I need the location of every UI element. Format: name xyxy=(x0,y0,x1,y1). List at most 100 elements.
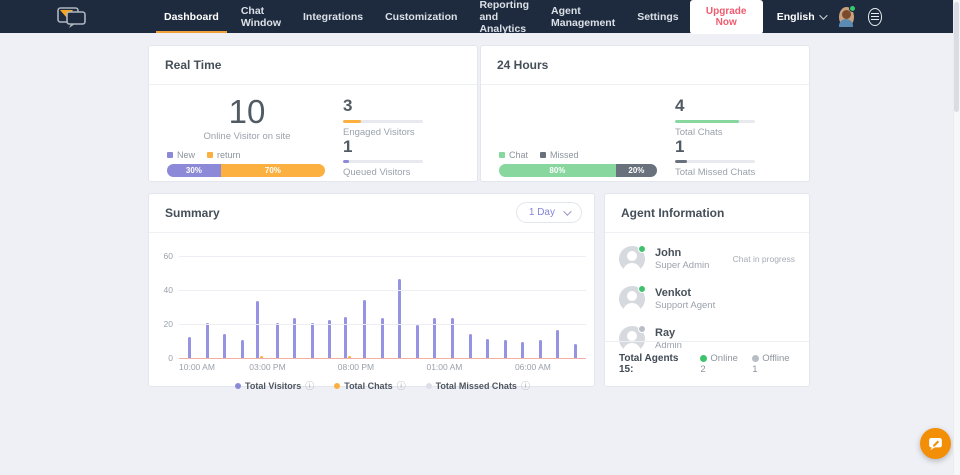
agent-row: Venkot Support Agent xyxy=(619,279,795,319)
y-axis-tick: 0 xyxy=(168,353,173,363)
summary-title: Summary xyxy=(165,206,220,220)
summary-chart: 60 40 20 0 10:00 AM 03:00 PM 08:00 PM 01:00 AM… xyxy=(164,247,586,391)
avatar-person-icon xyxy=(627,331,637,341)
visitors-bar xyxy=(415,325,419,359)
main-navigation: Dashboard Chat Window Integrations Customiz… xyxy=(153,0,690,35)
stat-label: Engaged Visitors xyxy=(343,126,415,138)
agent-name: Ray xyxy=(655,327,676,339)
offline-count: Offline 1 xyxy=(752,353,790,375)
nav-item-settings[interactable]: Settings xyxy=(637,10,679,23)
stat-value: 4 xyxy=(675,96,685,115)
visitors-bar xyxy=(380,318,384,359)
visitors-bar xyxy=(556,330,560,359)
nav-item-dashboard[interactable]: Dashboard xyxy=(156,0,227,33)
x-axis-tick: 03:00 PM xyxy=(249,362,286,372)
chat-missed-bar: 80% 20% xyxy=(499,164,657,177)
legend-entry: New xyxy=(167,150,195,160)
bar-slot xyxy=(391,247,409,359)
scrollbar-thumb[interactable] xyxy=(954,2,959,112)
visitors-bar xyxy=(468,333,472,359)
y-axis-tick: 20 xyxy=(163,319,173,329)
stat-progress xyxy=(675,160,755,164)
navbar-right: Upgrade Now English xyxy=(689,0,960,34)
nav-item-reporting-and-analytics[interactable]: Reporting and Analytics xyxy=(479,0,530,35)
bar-slot xyxy=(304,247,322,359)
agent-status-dot xyxy=(638,245,646,253)
stat-label: Total Chats xyxy=(675,126,723,138)
bar-segment: 80% xyxy=(499,164,616,177)
legend-dot xyxy=(235,383,242,389)
upgrade-now-button[interactable]: Upgrade Now xyxy=(689,0,763,34)
bar-slot xyxy=(339,247,357,359)
chat-launcher-button[interactable] xyxy=(920,428,951,459)
chats-bar xyxy=(260,355,264,359)
page-scrollbar xyxy=(953,0,960,475)
visitor-type-legend: New return xyxy=(167,150,327,160)
online-visitor-label: Online Visitor on site xyxy=(203,130,291,142)
nav-item-chat-window[interactable]: Chat Window xyxy=(240,4,281,29)
nav-item-agent-management[interactable]: Agent Management xyxy=(551,4,616,29)
agent-info: Ray Admin xyxy=(655,327,682,351)
segment-percent: 20% xyxy=(628,166,645,175)
x-axis-tick: 06:00 AM xyxy=(514,362,551,372)
stat-progress-fill xyxy=(675,119,739,123)
info-icon[interactable]: ⓘ xyxy=(520,380,530,391)
agents-title: Agent Information xyxy=(621,206,725,220)
legend-dot xyxy=(425,383,432,389)
nav-item-integrations[interactable]: Integrations xyxy=(303,10,364,23)
stat-progress-fill xyxy=(675,160,687,164)
menu-icon[interactable] xyxy=(867,7,883,26)
bar-slot xyxy=(461,247,479,359)
agent-information-card: Agent Information John Super Admin Chat in… xyxy=(604,193,810,387)
stat-label: Total Missed Chats xyxy=(675,167,756,179)
x-axis-tick: 08:00 PM xyxy=(337,362,375,372)
avatar-person-icon xyxy=(627,251,637,261)
visitors-bar xyxy=(343,316,347,359)
stat-progress xyxy=(675,119,755,123)
realtime-stats: 3 Engaged Visitors 1 Queued Visitors xyxy=(343,95,423,179)
agent-row: John Super Admin Chat in progress xyxy=(619,239,795,279)
gridline xyxy=(179,256,586,257)
bar-segment: 70% xyxy=(220,164,325,177)
range-selector[interactable]: 1 Day xyxy=(515,202,582,223)
stat-block: 1 Total Missed Chats xyxy=(675,136,756,179)
visitors-bar xyxy=(573,343,577,359)
bar-slot xyxy=(444,247,462,359)
legend-swatch xyxy=(207,152,214,158)
range-label: 1 Day xyxy=(528,207,555,218)
user-avatar[interactable] xyxy=(838,4,856,27)
x-axis-tick: 01:00 AM xyxy=(426,362,463,372)
app-logo-icon[interactable] xyxy=(55,5,89,29)
missed-chats-line xyxy=(179,358,586,359)
legend-dot xyxy=(334,383,341,389)
stat-value: 1 xyxy=(675,136,685,156)
legend-entry: Chat xyxy=(499,150,528,160)
legend-swatch xyxy=(499,152,505,158)
bar-slot xyxy=(514,247,532,359)
bar-slot xyxy=(531,247,549,359)
legend-label: Chat xyxy=(509,150,529,160)
agent-avatar xyxy=(619,285,646,312)
stat-block: 3 Engaged Visitors xyxy=(343,96,423,138)
chart-legend: Total Visitors ⓘ Total Chats ⓘ Total Missed … xyxy=(179,381,586,391)
visitors-bar xyxy=(205,323,209,359)
visitors-bar xyxy=(450,318,454,359)
bar-segment: 20% xyxy=(615,164,657,177)
info-icon[interactable]: ⓘ xyxy=(305,380,315,391)
legend-label: Missed xyxy=(550,150,579,160)
chart-legend-entry: Total Chats ⓘ xyxy=(334,380,406,391)
nav-item-customization[interactable]: Customization xyxy=(385,10,458,23)
visitors-bar xyxy=(240,340,244,359)
language-selector[interactable]: English xyxy=(776,10,828,23)
language-label: English xyxy=(776,10,815,23)
chart-bars xyxy=(181,247,584,359)
info-icon[interactable]: ⓘ xyxy=(396,380,406,391)
legend-label: Total Visitors xyxy=(245,381,302,391)
agent-avatar xyxy=(619,325,646,352)
x-axis-tick: 10:00 AM xyxy=(179,362,215,372)
bar-segment: 30% xyxy=(167,164,221,177)
legend-entry: return xyxy=(207,150,241,160)
stat-label: Queued Visitors xyxy=(343,167,411,179)
gridline xyxy=(179,290,586,291)
realtime-title: Real Time xyxy=(165,58,222,72)
